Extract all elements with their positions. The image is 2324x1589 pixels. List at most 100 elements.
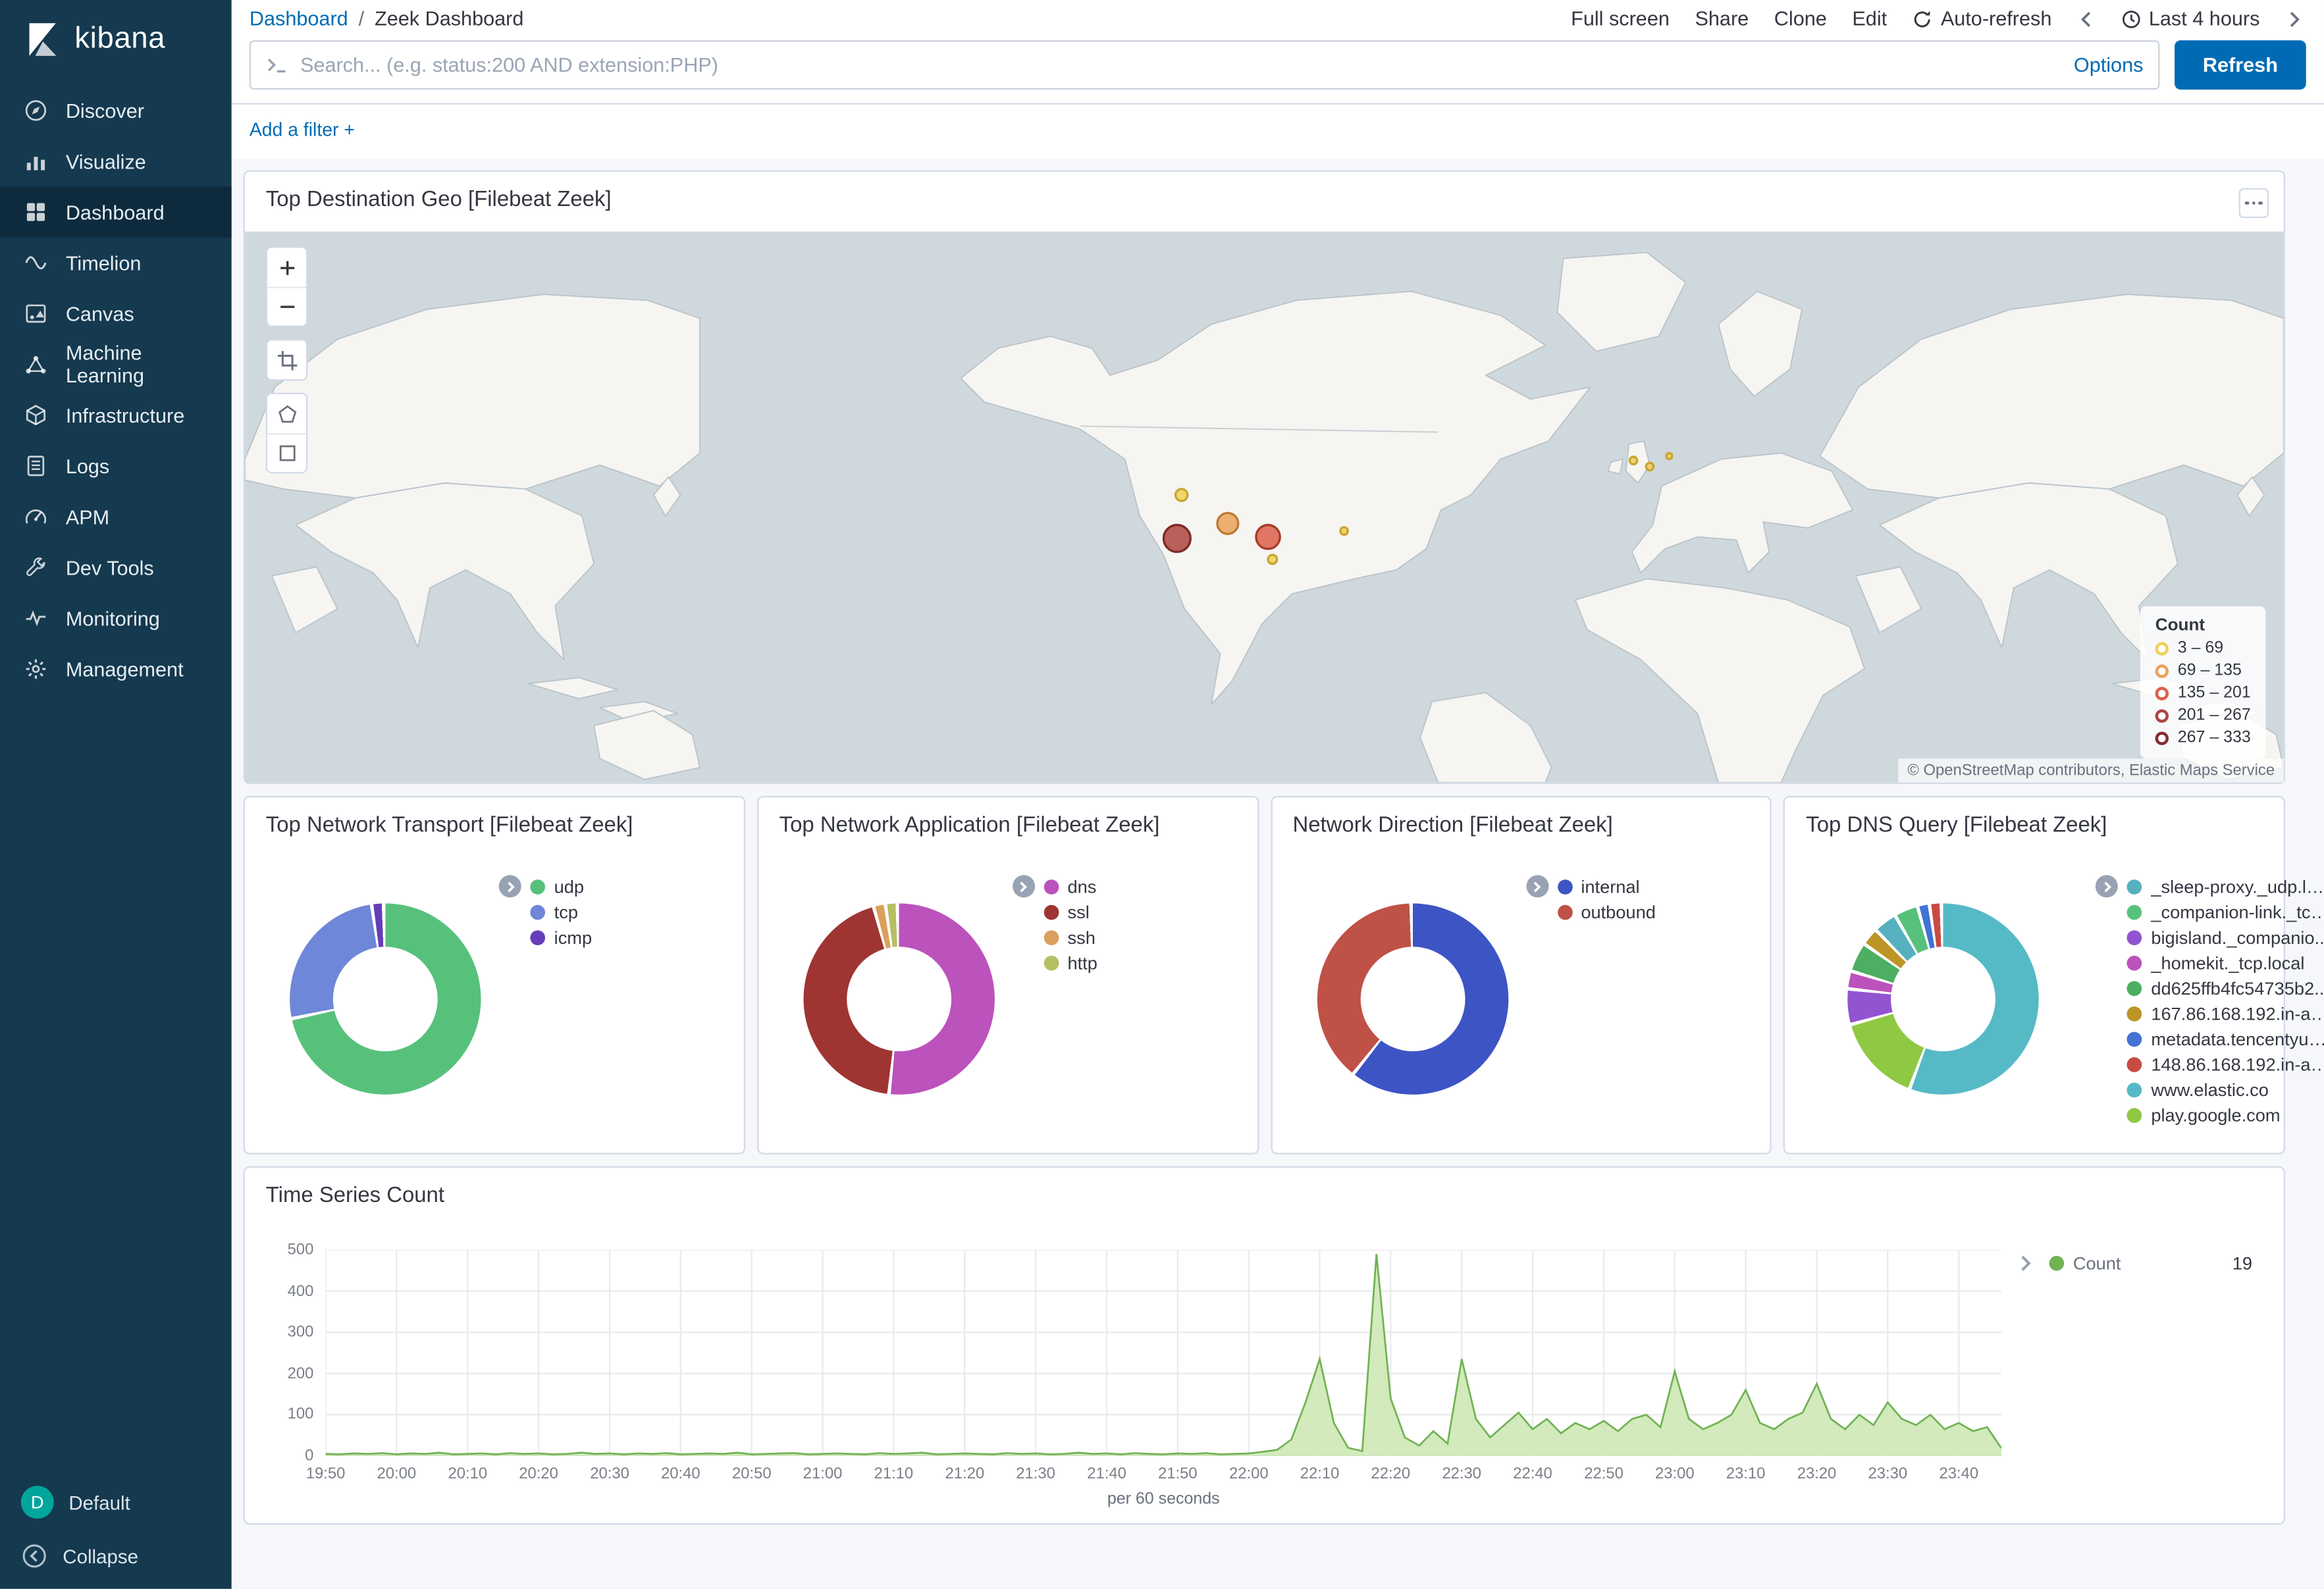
sidebar-item-infrastructure[interactable]: Infrastructure <box>0 390 232 440</box>
y-tick-label: 300 <box>287 1323 314 1342</box>
legend-color-dot <box>1557 904 1572 920</box>
infrastructure-icon <box>24 404 47 427</box>
panel-options-icon[interactable] <box>2238 188 2269 219</box>
legend-item-167-86-168-192-in-ad-[interactable]: 167.86.168.192.in-ad... <box>2127 1001 2324 1026</box>
geo-map[interactable]: Count 3 – 69 69 – 135 135 – 201 201 – 267 26… <box>245 231 2284 783</box>
apm-icon <box>24 505 47 529</box>
y-tick-label: 0 <box>305 1447 314 1465</box>
sidebar-item-management[interactable]: Management <box>0 644 232 694</box>
legend-label: dd625ffb4fc54735b2... <box>2151 977 2324 999</box>
legend-item-www-elastic-co[interactable]: www.elastic.co <box>2127 1077 2324 1103</box>
time-forward-button[interactable] <box>2285 10 2303 28</box>
legend-item-play-google-com[interactable]: play.google.com <box>2127 1102 2324 1128</box>
legend-item-dd625ffb4fc54735b2-[interactable]: dd625ffb4fc54735b2... <box>2127 975 2324 1001</box>
canvas-icon <box>24 301 47 325</box>
map-marker[interactable] <box>1162 523 1192 554</box>
map-fit-bounds-button[interactable] <box>267 340 307 380</box>
legend-item--homekit-tcp-local[interactable]: _homekit._tcp.local <box>2127 950 2324 976</box>
map-draw-polygon-button[interactable] <box>267 394 307 433</box>
legend-label: udp <box>554 875 585 897</box>
map-zoom-out-button[interactable] <box>267 286 307 326</box>
kibana-logo[interactable]: kibana <box>0 0 232 76</box>
add-filter-button[interactable]: Add a filter + <box>250 119 355 140</box>
sidebar-item-dashboard[interactable]: Dashboard <box>0 186 232 238</box>
sidebar-item-label: Dashboard <box>65 201 165 224</box>
sidebar-item-apm[interactable]: APM <box>0 491 232 542</box>
legend-label: outbound <box>1581 901 1656 922</box>
legend-label: 148.86.168.192.in-ad... <box>2151 1053 2324 1075</box>
edit-button[interactable]: Edit <box>1852 7 1888 30</box>
map-marker[interactable] <box>1628 456 1639 466</box>
dev-tools-icon <box>24 556 47 579</box>
sidebar-item-label: Logs <box>65 454 110 477</box>
legend-toggle-icon[interactable] <box>1012 875 1035 898</box>
map-marker[interactable] <box>1645 461 1655 472</box>
legend-item-metadata-tencentyun-[interactable]: metadata.tencentyun... <box>2127 1026 2324 1052</box>
legend-item--companion-link-tcp-[interactable]: _companion-link._tcp... <box>2127 899 2324 925</box>
query-options-link[interactable]: Options <box>2073 53 2144 76</box>
sidebar-item-discover[interactable]: Discover <box>0 85 232 136</box>
legend-color-dot <box>2127 1056 2142 1072</box>
sidebar-item-visualize[interactable]: Visualize <box>0 136 232 186</box>
donut-chart[interactable] <box>1847 903 2040 1095</box>
share-button[interactable]: Share <box>1695 7 1749 30</box>
legend-item-ssl[interactable]: ssl <box>1043 899 1097 925</box>
map-marker[interactable] <box>1665 452 1674 461</box>
legend-item--sleep-proxy-udp-local[interactable]: _sleep-proxy._udp.local <box>2127 873 2324 899</box>
map-marker[interactable] <box>1267 554 1279 565</box>
time-series-plot[interactable] <box>325 1249 2003 1457</box>
x-tick-label: 20:40 <box>660 1465 700 1483</box>
legend-toggle-icon[interactable] <box>1525 875 1548 898</box>
map-marker[interactable] <box>1216 511 1240 535</box>
legend-item-outbound[interactable]: outbound <box>1557 899 1656 925</box>
fullscreen-button[interactable]: Full screen <box>1571 7 1670 30</box>
collapse-button[interactable]: Collapse <box>0 1529 232 1583</box>
legend-item-dns[interactable]: dns <box>1043 873 1097 899</box>
space-switcher[interactable]: D Default <box>0 1475 232 1529</box>
donut-chart[interactable] <box>803 903 995 1095</box>
map-marker[interactable] <box>1174 488 1189 502</box>
auto-refresh-button[interactable]: Auto-refresh <box>1913 7 2051 30</box>
collapse-label: Collapse <box>63 1544 139 1567</box>
legend-item-icmp[interactable]: icmp <box>530 924 592 950</box>
map-marker[interactable] <box>1255 523 1281 550</box>
donut-chart[interactable] <box>1316 903 1508 1095</box>
map-zoom-in-button[interactable] <box>267 247 307 287</box>
legend-item-ssh[interactable]: ssh <box>1043 924 1097 950</box>
legend-item-bigisland-companio-[interactable]: bigisland._companio... <box>2127 924 2324 950</box>
donut-chart[interactable] <box>290 903 481 1095</box>
sidebar-item-dev-tools[interactable]: Dev Tools <box>0 542 232 593</box>
legend-item-internal[interactable]: internal <box>1557 873 1656 899</box>
breadcrumb-dashboard-link[interactable]: Dashboard <box>249 7 348 30</box>
legend-item-udp[interactable]: udp <box>530 873 592 899</box>
main-area: Dashboard / Zeek Dashboard Full screen S… <box>231 0 2324 1589</box>
legend-toggle-icon[interactable] <box>498 875 521 898</box>
top-network-application-panel: Top Network Application [Filebeat Zeek] … <box>756 796 1259 1155</box>
time-back-button[interactable] <box>2077 10 2095 28</box>
map-draw-rectangle-button[interactable] <box>267 432 307 472</box>
legend-label: ssl <box>1067 901 1090 922</box>
sidebar-item-logs[interactable]: Logs <box>0 440 232 491</box>
sidebar: kibana Discover Visualize Dashboard Timelio… <box>0 0 232 1589</box>
legend-toggle-icon[interactable] <box>2017 1253 2034 1271</box>
legend-item-tcp[interactable]: tcp <box>530 899 592 925</box>
sidebar-item-monitoring[interactable]: Monitoring <box>0 593 232 644</box>
sidebar-item-timelion[interactable]: Timelion <box>0 238 232 288</box>
legend-item-148-86-168-192-in-ad-[interactable]: 148.86.168.192.in-ad... <box>2127 1051 2324 1077</box>
refresh-button[interactable]: Refresh <box>2175 40 2306 90</box>
kibana-logo-icon <box>24 21 61 59</box>
time-range-button[interactable]: Last 4 hours <box>2121 7 2259 30</box>
map-attribution[interactable]: © OpenStreetMap contributors, Elastic Ma… <box>1898 758 2284 783</box>
legend-toggle-icon[interactable] <box>2096 875 2119 898</box>
time-series-legend[interactable]: Count 19 <box>2049 1253 2252 1274</box>
count-series-label: Count <box>2073 1253 2121 1274</box>
legend-color-dot <box>2127 1005 2142 1021</box>
legend-label: 167.86.168.192.in-ad... <box>2151 1003 2324 1024</box>
sidebar-item-canvas[interactable]: Canvas <box>0 288 232 339</box>
legend-item-http[interactable]: http <box>1043 950 1097 976</box>
sidebar-item-machine-learning[interactable]: Machine Learning <box>0 339 232 390</box>
map-marker[interactable] <box>1339 526 1349 536</box>
clone-button[interactable]: Clone <box>1774 7 1827 30</box>
search-input[interactable] <box>300 53 2062 76</box>
machine-learning-icon <box>24 352 47 376</box>
